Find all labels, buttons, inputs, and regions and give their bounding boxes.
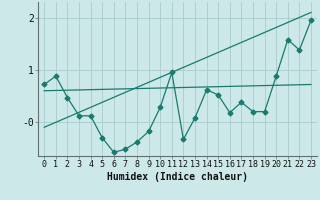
X-axis label: Humidex (Indice chaleur): Humidex (Indice chaleur) xyxy=(107,172,248,182)
